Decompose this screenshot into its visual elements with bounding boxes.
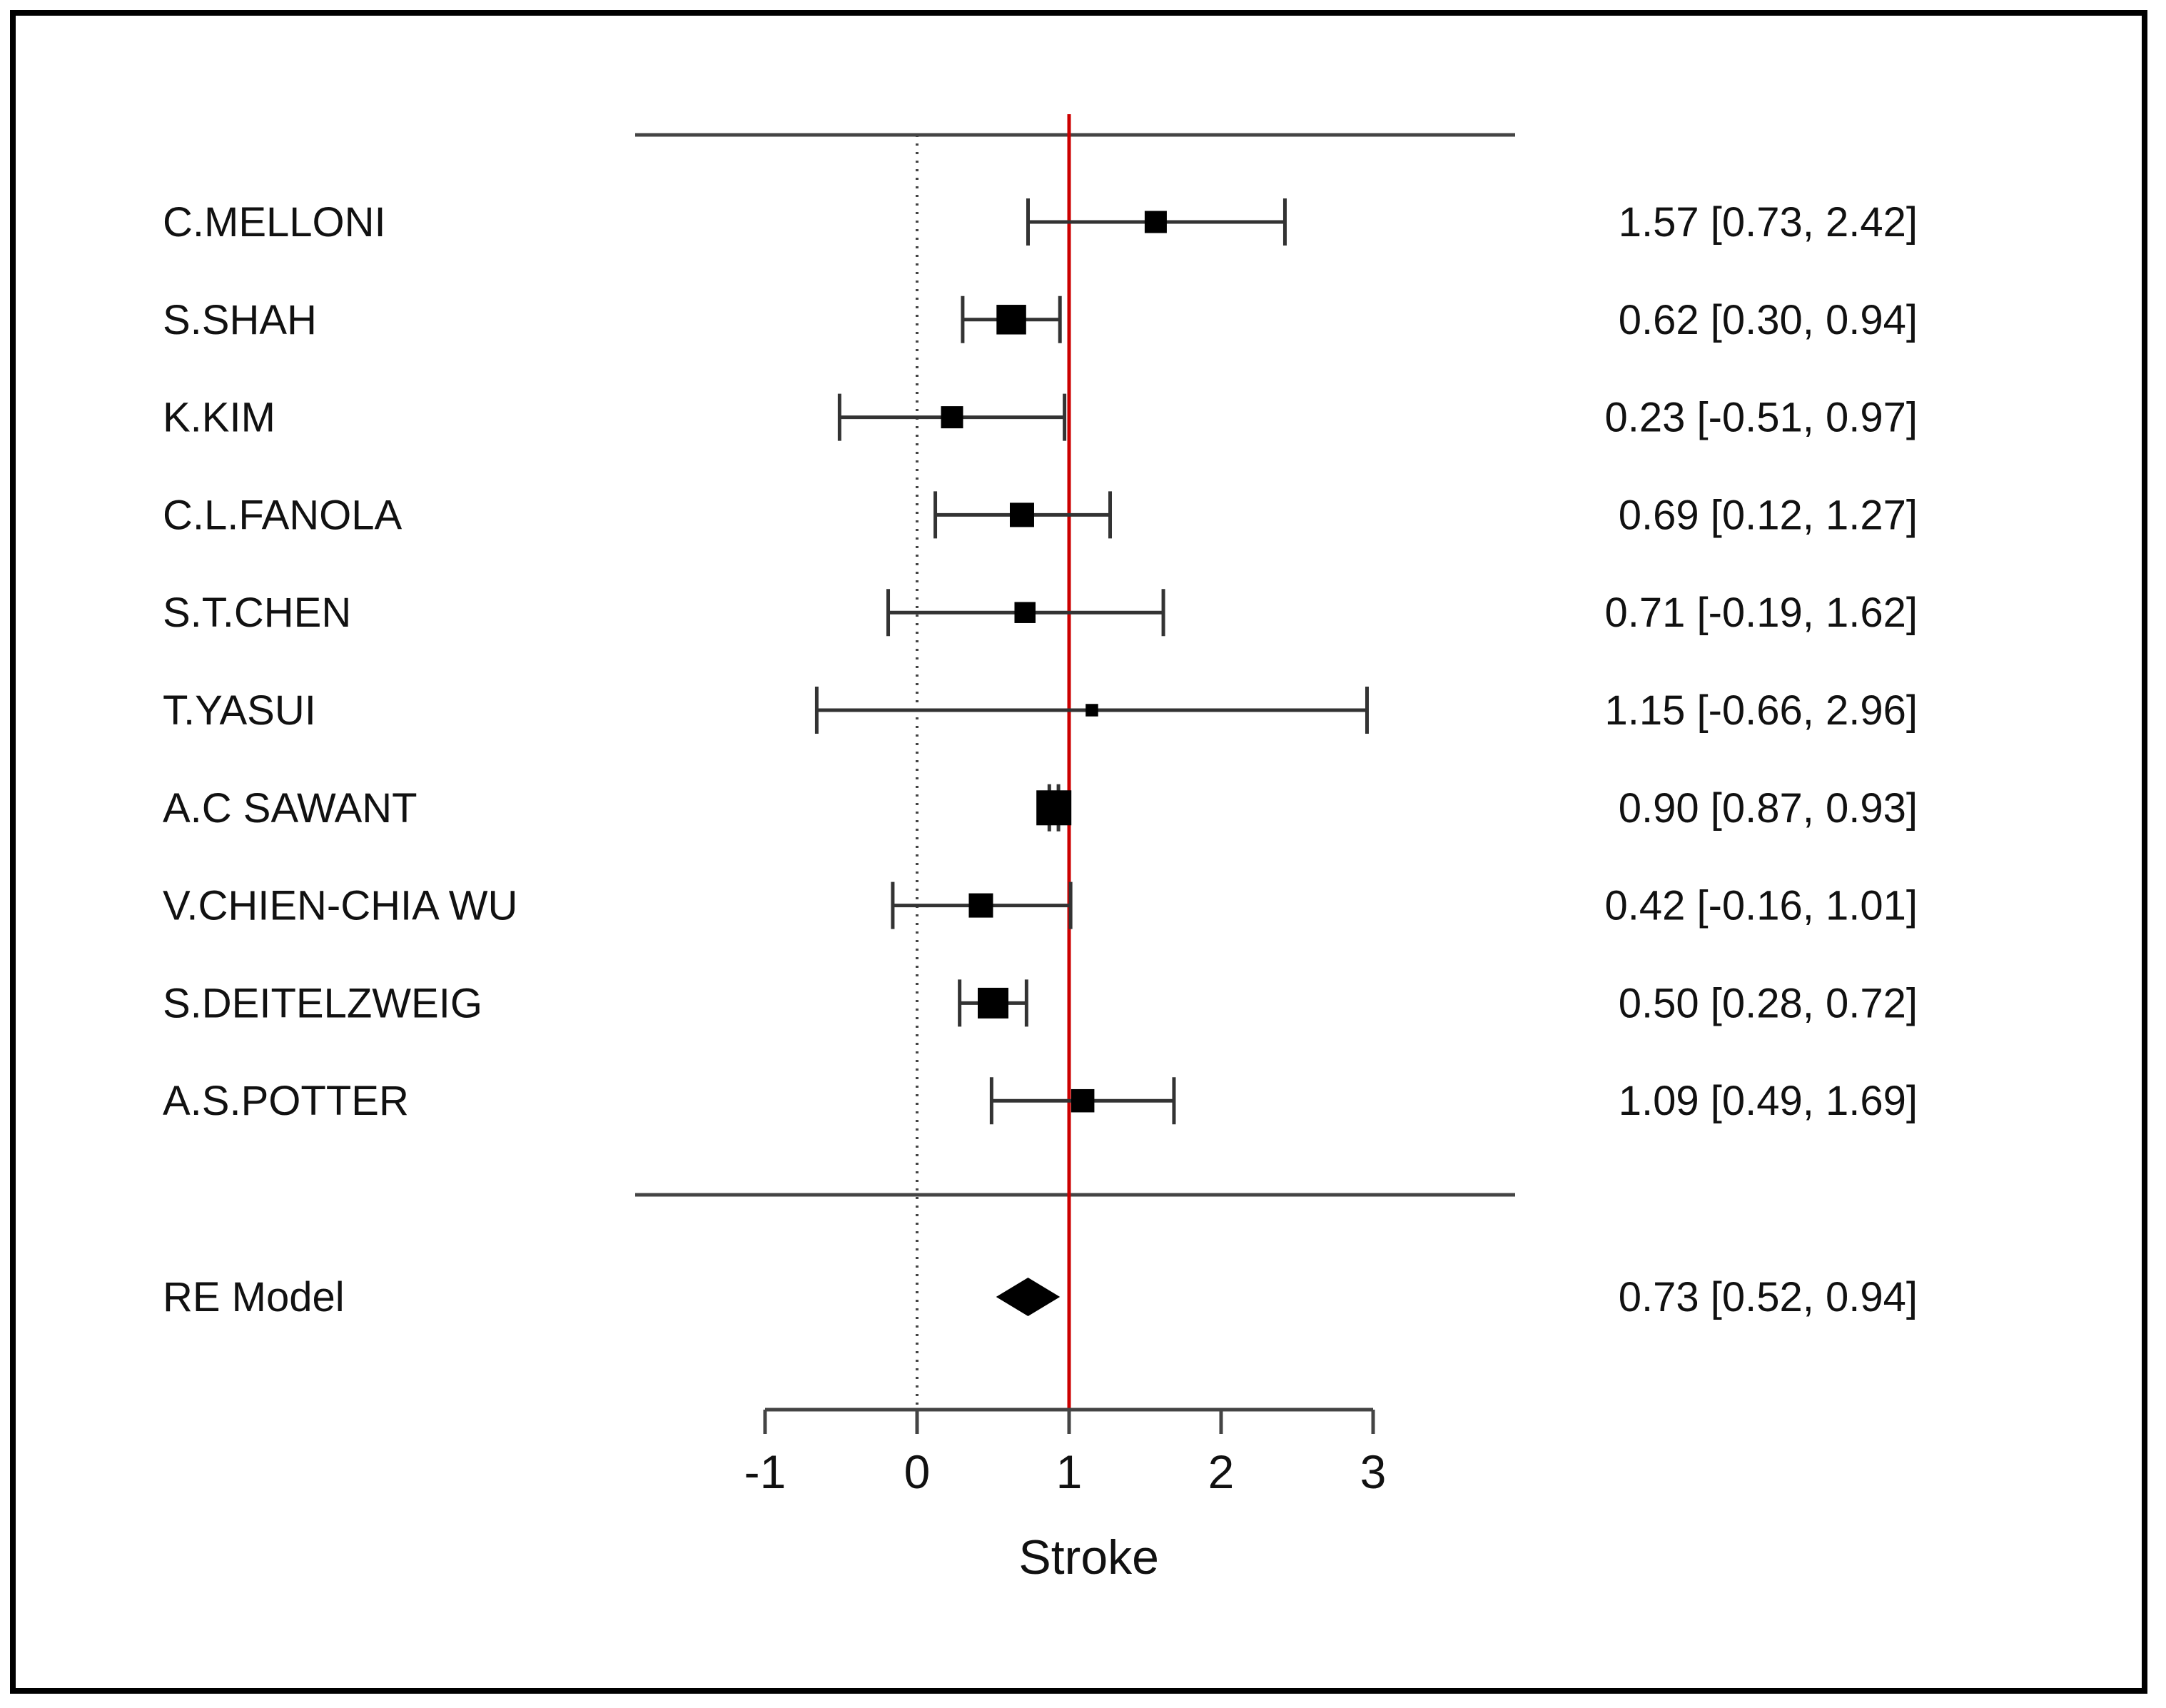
forest-plot: C.MELLONI 1.57 [0.73, 2.42] S.SHAH 0.62 [0.… [163,114,1918,1585]
estimate-ci-label: 0.69 [0.12, 1.27] [1619,492,1918,538]
point-estimate-square [1014,602,1036,623]
study-name: S.T.CHEN [163,590,351,636]
estimate-ci-label: 1.15 [-0.66, 2.96] [1604,687,1918,734]
x-tick-label: 3 [1360,1445,1387,1498]
summary-ci-label: 0.73 [0.52, 0.94] [1619,1274,1918,1320]
summary-diamond [996,1278,1061,1316]
x-tick-label: 0 [904,1445,931,1498]
study-row: C.L.FANOLA 0.69 [0.12, 1.27] [163,491,1918,539]
chart-frame: C.MELLONI 1.57 [0.73, 2.42] S.SHAH 0.62 [0.… [10,10,2147,1694]
study-row: S.SHAH 0.62 [0.30, 0.94] [163,295,1918,343]
summary-name: RE Model [163,1274,345,1320]
study-row: K.KIM 0.23 [-0.51, 0.97] [163,393,1918,441]
point-estimate-square [996,305,1026,335]
study-name: C.L.FANOLA [163,492,403,538]
study-name: C.MELLONI [163,199,386,246]
estimate-ci-label: 0.90 [0.87, 0.93] [1619,785,1918,832]
x-axis-title: Stroke [1018,1530,1159,1585]
estimate-ci-label: 0.50 [0.28, 0.72] [1619,980,1918,1026]
x-tick-label: -1 [744,1445,786,1498]
estimate-ci-label: 0.23 [-0.51, 0.97] [1604,395,1918,441]
point-estimate-square [1144,211,1167,233]
study-row: S.T.CHEN 0.71 [-0.19, 1.62] [163,589,1918,637]
estimate-ci-label: 0.42 [-0.16, 1.01] [1604,883,1918,929]
point-estimate-square [1009,502,1034,527]
point-estimate-square [1085,704,1098,717]
point-estimate-square [941,406,963,429]
estimate-ci-label: 1.57 [0.73, 2.42] [1619,199,1918,246]
study-name: S.SHAH [163,297,317,343]
point-estimate-square [978,987,1008,1019]
estimate-ci-label: 0.71 [-0.19, 1.62] [1604,590,1918,636]
estimate-ci-label: 1.09 [0.49, 1.69] [1619,1078,1918,1124]
estimate-ci-label: 0.62 [0.30, 0.94] [1619,297,1918,343]
point-estimate-square [968,893,993,918]
study-row: C.MELLONI 1.57 [0.73, 2.42] [163,198,1918,246]
study-name: S.DEITELZWEIG [163,980,482,1026]
point-estimate-square [1071,1088,1095,1113]
study-row: A.C SAWANT 0.90 [0.87, 0.93] [163,784,1918,832]
x-tick-label: 1 [1056,1445,1083,1498]
study-row: T.YASUI 1.15 [-0.66, 2.96] [163,687,1918,734]
study-name: A.C SAWANT [163,785,417,832]
study-row: S.DEITELZWEIG 0.50 [0.28, 0.72] [163,979,1918,1027]
study-row: A.S.POTTER 1.09 [0.49, 1.69] [163,1077,1918,1125]
study-name: V.CHIEN-CHIA WU [163,883,517,929]
study-name: A.S.POTTER [163,1078,409,1124]
study-name: K.KIM [163,395,275,441]
point-estimate-square [1036,790,1072,826]
study-name: T.YASUI [163,687,316,734]
x-tick-label: 2 [1208,1445,1235,1498]
study-row: V.CHIEN-CHIA WU 0.42 [-0.16, 1.01] [163,881,1918,929]
